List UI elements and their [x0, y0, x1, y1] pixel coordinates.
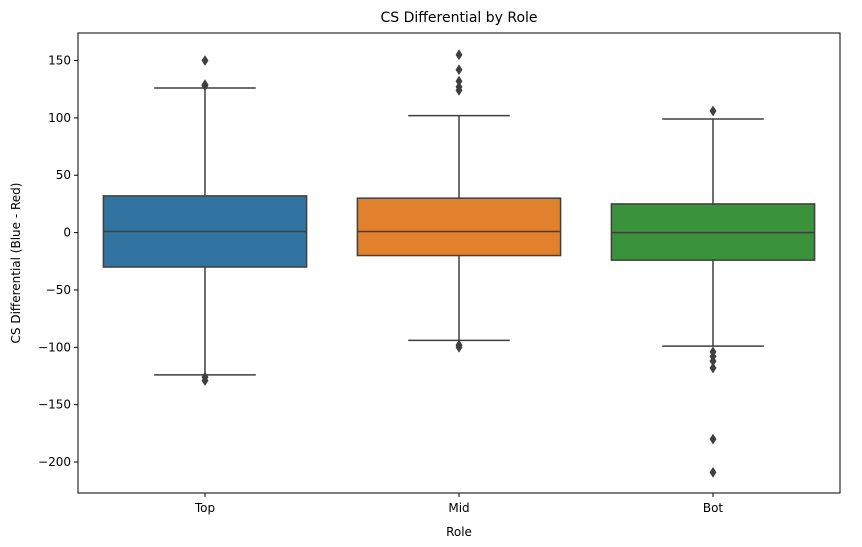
y-tick-label: 150	[48, 54, 71, 68]
outlier-point	[201, 55, 209, 66]
y-tick-label: −100	[38, 340, 71, 354]
x-axis-ticks: Top Mid Bot	[194, 493, 724, 515]
x-tick-label: Mid	[448, 501, 469, 515]
box-group-top	[102, 55, 308, 387]
outlier-point	[709, 433, 717, 445]
outlier-point	[201, 80, 209, 92]
outlier-point	[709, 466, 717, 478]
outlier-point	[455, 84, 463, 96]
x-tick-label: Top	[194, 501, 215, 515]
y-tick-label: 50	[56, 168, 71, 182]
x-axis-label: Role	[446, 525, 472, 539]
outlier-point	[201, 375, 209, 387]
x-tick-label: Bot	[703, 501, 724, 515]
y-axis-ticks: −200 −150 −100 −50 0 50 100 150	[38, 54, 78, 469]
y-tick-label: −150	[38, 398, 71, 412]
outlier-point	[455, 49, 463, 61]
y-tick-label: 100	[48, 111, 71, 125]
boxes-layer	[102, 49, 816, 478]
outlier-point	[709, 362, 717, 374]
chart-title: CS Differential by Role	[380, 10, 537, 26]
y-axis-label: CS Differential (Blue - Red)	[9, 183, 23, 344]
y-tick-label: 0	[63, 226, 71, 240]
outlier-point	[455, 341, 463, 353]
box-iqr	[356, 197, 562, 257]
outlier-point	[709, 105, 717, 117]
y-tick-label: −200	[38, 455, 71, 469]
box-group-bot	[610, 105, 816, 478]
y-tick-label: −50	[46, 283, 71, 297]
box-group-mid	[356, 49, 562, 353]
outlier-point	[455, 64, 463, 76]
